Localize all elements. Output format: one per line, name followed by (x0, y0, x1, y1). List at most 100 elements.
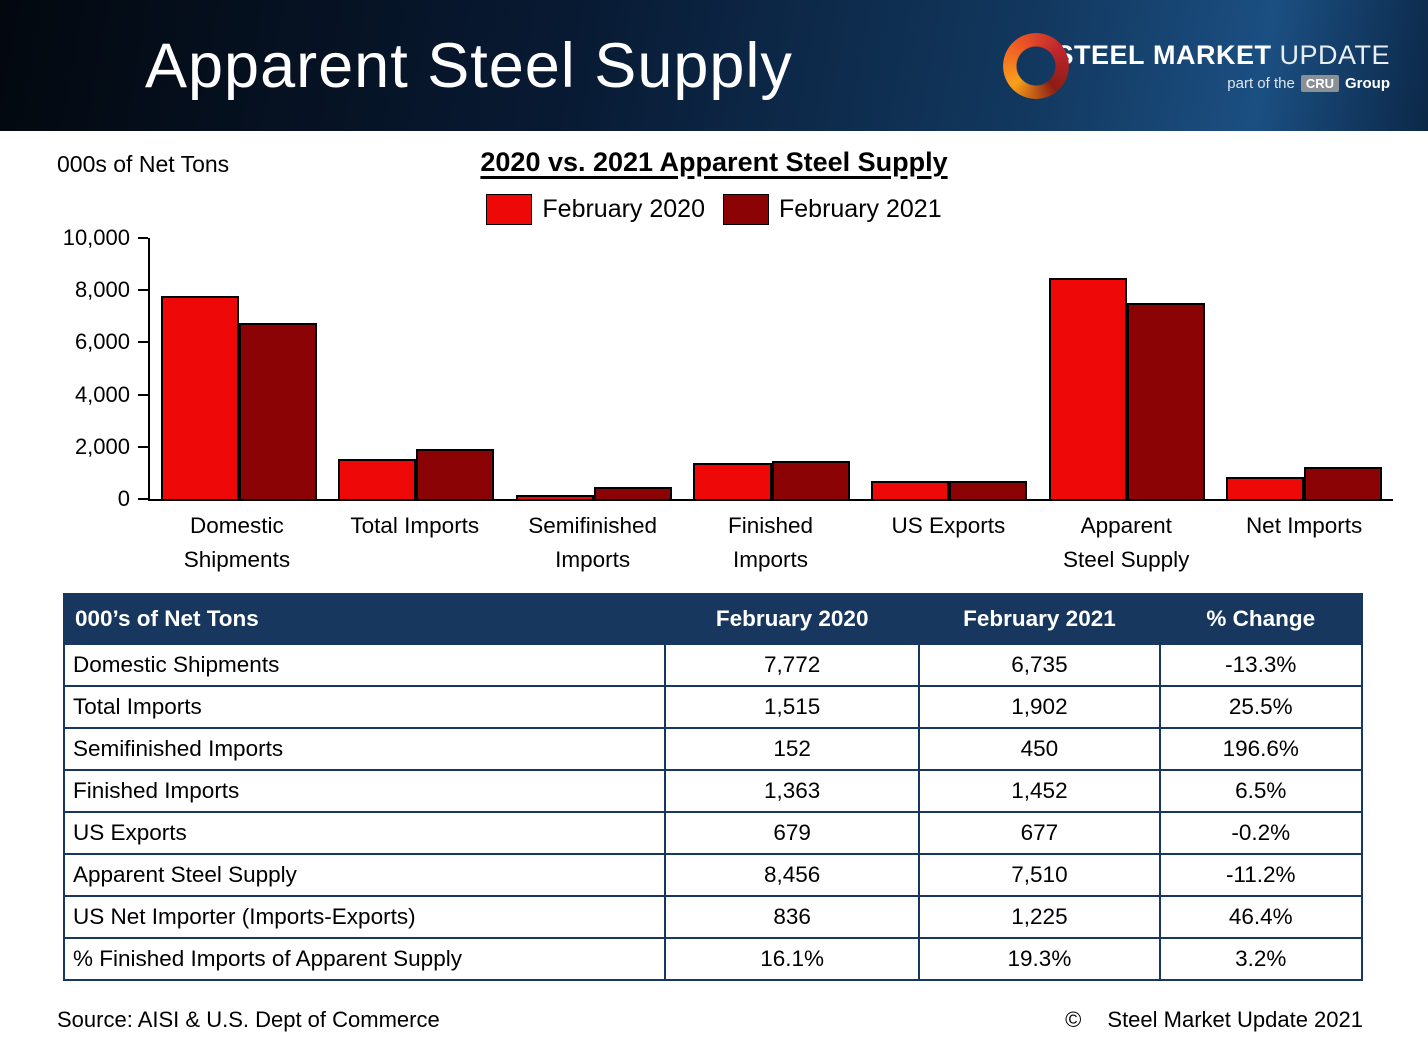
smu-logo-wordmark: STEEL MARKET UPDATE (1055, 40, 1390, 71)
table-header-row: 000’s of Net Tons February 2020 February 2… (63, 592, 1363, 645)
tagline-prefix: part of the (1227, 74, 1295, 92)
y-axis-tick-mark (138, 289, 148, 292)
x-axis-labels: Domestic Shipments Total Imports Semifinis… (148, 509, 1393, 577)
logo-word-market: MARKET (1152, 39, 1272, 70)
bar-february-2021 (416, 449, 495, 499)
bar-february-2020 (693, 463, 772, 499)
table-header-cell-0: 000’s of Net Tons (63, 592, 666, 645)
value-cell: 6.5% (1158, 768, 1363, 813)
bar-groups-container (150, 238, 1393, 499)
value-cell: 1,363 (663, 768, 921, 813)
row-label-cell: US Exports (63, 810, 666, 855)
source-note: Source: AISI & U.S. Dept of Commerce (57, 1006, 440, 1032)
x-axis-category-label: Net Imports (1245, 513, 1363, 538)
value-cell: 1,225 (918, 894, 1161, 939)
smu-logo: STEEL MARKET UPDATE part of the CRU Grou… (1003, 32, 1390, 99)
copyright: © Steel Market Update 2021 (1065, 1007, 1363, 1033)
y-axis-tick-mark (138, 498, 148, 500)
bar-february-2020 (338, 459, 417, 499)
page-title: Apparent Steel Supply (145, 30, 793, 101)
bar-group-semifinished-imports (505, 238, 683, 499)
data-table: 000’s of Net Tons February 2020 February 2… (63, 592, 1363, 981)
bar-february-2020 (160, 296, 239, 499)
smu-logo-text: STEEL MARKET UPDATE part of the CRU Grou… (1055, 40, 1390, 92)
table-header-cell-3: % Change (1158, 592, 1363, 645)
bar-february-2021 (771, 461, 850, 499)
table-row: Finished Imports 1,363 1,452 6.5% (63, 768, 1363, 813)
footer: Source: AISI & U.S. Dept of Commerce © S… (57, 1007, 1363, 1033)
logo-word-update: UPDATE (1279, 39, 1390, 70)
x-axis-category-label: Semifinished Imports (528, 513, 658, 572)
x-axis-category-label: Domestic Shipments (183, 513, 291, 572)
logo-word-steel: STEEL (1055, 39, 1145, 70)
value-cell: -11.2% (1158, 852, 1363, 897)
value-cell: 1,452 (918, 768, 1161, 813)
y-axis-tick-label: 6,000 (74, 329, 130, 355)
table-row: US Net Importer (Imports-Exports) 836 1,22… (63, 894, 1363, 939)
table-row: US Exports 679 677 -0.2% (63, 810, 1363, 855)
value-cell: 677 (918, 810, 1161, 855)
row-label-cell: Finished Imports (63, 768, 666, 813)
value-cell: -13.3% (1158, 642, 1363, 687)
value-cell: 152 (663, 726, 921, 771)
bar-february-2020 (1226, 477, 1305, 499)
x-axis-category-label: Finished Imports (727, 513, 814, 572)
row-label-cell: Apparent Steel Supply (63, 852, 666, 897)
tagline-suffix: Group (1345, 74, 1390, 92)
value-cell: 450 (918, 726, 1161, 771)
chart-plot-area: 0 2,000 4,000 6,000 8,000 10,000 (63, 225, 1393, 511)
bar-group-us-exports (860, 238, 1038, 499)
value-cell: 8,456 (663, 852, 921, 897)
value-cell: 1,902 (918, 684, 1161, 729)
table-header-cell-2: February 2021 (918, 592, 1161, 645)
value-cell: 196.6% (1158, 726, 1363, 771)
value-cell: 3.2% (1158, 936, 1363, 981)
y-axis-tick-label: 2,000 (74, 433, 130, 459)
value-cell: 19.3% (918, 936, 1161, 981)
y-axis-tick-label: 4,000 (74, 381, 130, 407)
bar-february-2021 (949, 481, 1028, 499)
bar-february-2020 (1048, 278, 1127, 499)
bar-february-2021 (1304, 467, 1383, 499)
header-banner: Apparent Steel Supply STEEL MARKET UPDAT… (0, 0, 1428, 131)
value-cell: 16.1% (663, 936, 921, 981)
row-label-cell: % Finished Imports of Apparent Supply (63, 936, 666, 981)
legend-label: February 2020 (542, 194, 705, 223)
table-row: % Finished Imports of Apparent Supply 16.… (63, 936, 1363, 981)
legend-label: February 2021 (779, 194, 942, 223)
bar-group-net-imports (1215, 238, 1393, 499)
copyright-text: Steel Market Update 2021 (1107, 1006, 1363, 1032)
bar-group-apparent-steel-supply (1038, 238, 1216, 499)
row-label-cell: Total Imports (63, 684, 666, 729)
bar-february-2021 (1126, 303, 1205, 499)
bar-group-total-imports (328, 238, 506, 499)
y-axis-tick-mark (138, 445, 148, 448)
table-header-cell-1: February 2020 (663, 592, 921, 645)
y-axis-tick-mark (138, 341, 148, 344)
smu-logo-tagline: part of the CRU Group (1227, 74, 1390, 92)
table-row: Domestic Shipments 7,772 6,735 -13.3% (63, 642, 1363, 687)
chart-section: 000s of Net Tons 2020 vs. 2021 Apparent … (0, 131, 1428, 577)
value-cell: 25.5% (1158, 684, 1363, 729)
row-label-cell: US Net Importer (Imports-Exports) (63, 894, 666, 939)
y-axis-units-label: 000s of Net Tons (57, 151, 230, 177)
table-row: Apparent Steel Supply 8,456 7,510 -11.2% (63, 852, 1363, 897)
table-row: Semifinished Imports 152 450 196.6% (63, 726, 1363, 771)
chart-title-row: 2020 vs. 2021 Apparent Steel Supply (0, 147, 1428, 178)
x-axis-category-label: US Exports (891, 513, 1006, 538)
chart-title: 2020 vs. 2021 Apparent Steel Supply (480, 147, 948, 177)
x-axis-category-label: Apparent Steel Supply (1063, 513, 1190, 572)
value-cell: -0.2% (1158, 810, 1363, 855)
x-axis-category-label: Total Imports (350, 513, 480, 538)
bar-february-2020 (870, 481, 950, 499)
copyright-symbol: © (1065, 1006, 1082, 1032)
smu-swoosh-icon (1003, 32, 1070, 99)
value-cell: 7,772 (663, 642, 921, 687)
bar-february-2021 (593, 487, 673, 499)
value-cell: 1,515 (663, 684, 921, 729)
y-axis-tick-mark (138, 393, 148, 396)
row-label-cell: Domestic Shipments (63, 642, 666, 687)
legend-item: February 2021 (723, 193, 942, 225)
row-label-cell: Semifinished Imports (63, 726, 666, 771)
